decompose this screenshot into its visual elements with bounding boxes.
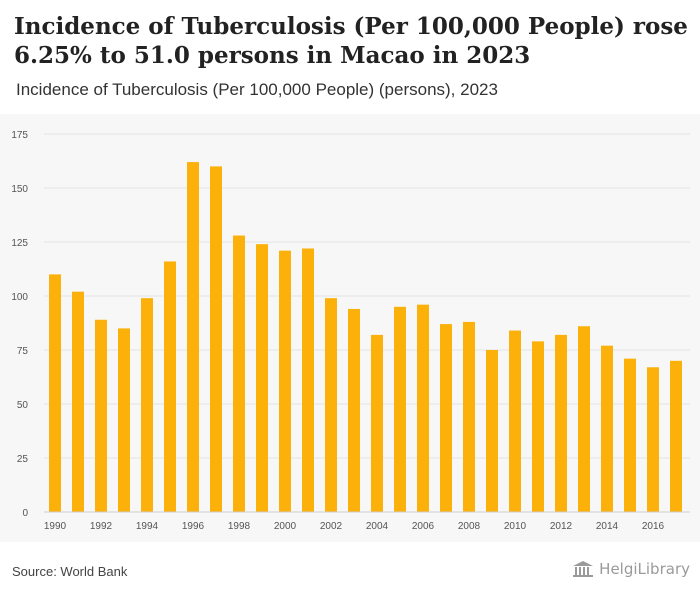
x-tick-label: 2006 — [412, 521, 435, 532]
bar — [49, 274, 61, 512]
x-tick-label: 2016 — [642, 521, 665, 532]
bar — [463, 321, 475, 512]
brand-logo: HelgiLibrary — [572, 560, 690, 578]
bar — [578, 326, 590, 512]
bar — [555, 334, 567, 512]
bar — [624, 358, 636, 512]
y-tick-label: 150 — [11, 184, 28, 195]
brand-name: HelgiLibrary — [599, 560, 690, 578]
bar — [601, 345, 613, 512]
source-note: Source: World Bank — [12, 564, 128, 579]
bar — [440, 324, 452, 512]
y-tick-label: 75 — [17, 346, 29, 357]
bar — [348, 308, 360, 512]
bar — [210, 166, 222, 512]
x-tick-label: 1992 — [90, 521, 113, 532]
y-tick-label: 0 — [22, 508, 28, 519]
x-tick-label: 1996 — [182, 521, 205, 532]
bar — [187, 162, 199, 512]
x-tick-label: 1998 — [228, 521, 251, 532]
building-columns-icon — [573, 561, 594, 577]
bar — [371, 334, 383, 512]
x-tick-label: 2008 — [458, 521, 481, 532]
bar — [647, 367, 659, 512]
y-tick-label: 50 — [17, 400, 29, 411]
bar — [670, 360, 682, 512]
chart-subtitle: Incidence of Tuberculosis (Per 100,000 P… — [16, 80, 498, 99]
y-tick-label: 175 — [11, 130, 28, 141]
y-tick-label: 125 — [11, 238, 28, 249]
x-tick-label: 2000 — [274, 521, 297, 532]
bar — [141, 298, 153, 512]
bar — [325, 298, 337, 512]
y-tick-label: 100 — [11, 292, 28, 303]
x-tick-label: 1994 — [136, 521, 159, 532]
chart-title: Incidence of Tuberculosis (Per 100,000 P… — [14, 13, 688, 69]
bar — [394, 306, 406, 512]
x-tick-label: 2004 — [366, 521, 389, 532]
bar — [118, 328, 130, 512]
bar — [72, 291, 84, 512]
x-tick-label: 1990 — [44, 521, 67, 532]
bar — [417, 304, 429, 512]
bar — [95, 319, 107, 512]
bar — [164, 261, 176, 512]
y-tick-label: 25 — [17, 454, 29, 465]
x-tick-label: 2002 — [320, 521, 343, 532]
bar — [302, 248, 314, 513]
bar — [256, 244, 268, 512]
bar — [486, 350, 498, 512]
x-tick-label: 2010 — [504, 521, 527, 532]
bar — [279, 250, 291, 512]
bar-chart: 0 25 50 75 100 125 150 175 1990 1992 1994 1996 1998 2… — [11, 130, 690, 532]
x-tick-label: 2012 — [550, 521, 573, 532]
bar — [532, 341, 544, 512]
x-tick-label: 2014 — [596, 521, 619, 532]
bar — [509, 330, 521, 512]
bar — [233, 235, 245, 512]
